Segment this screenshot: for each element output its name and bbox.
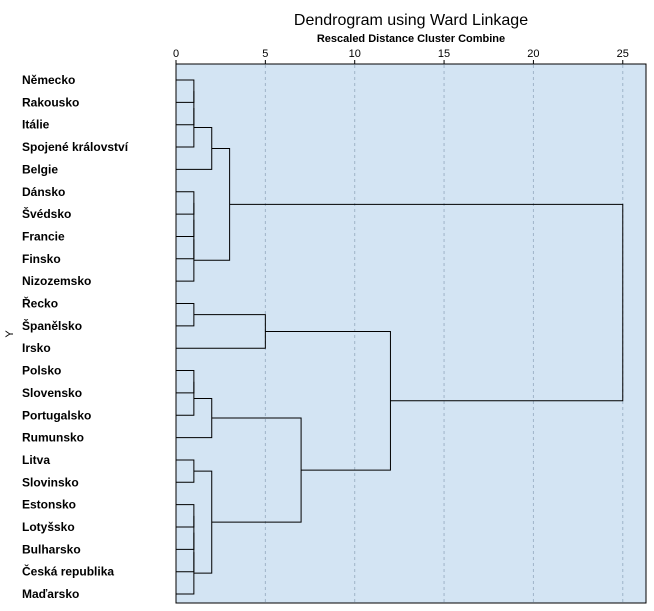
leaf-label-3: Spojené království (22, 140, 129, 154)
leaf-label-11: Španělsko (22, 318, 82, 333)
plot-area (175, 63, 647, 604)
leaf-label-12: Irsko (22, 341, 51, 355)
leaf-label-23: Maďarsko (22, 587, 79, 601)
x-tick-label-0: 0 (173, 48, 179, 60)
link-c7 (176, 239, 195, 282)
leaf-label-20: Lotyšsko (22, 520, 75, 534)
leaf-label-17: Litva (22, 453, 50, 467)
x-tick-label-4: 20 (527, 48, 539, 60)
leaf-label-7: Francie (22, 229, 65, 243)
leaf-label-22: Česká republika (22, 564, 114, 579)
link-c23 (229, 203, 624, 402)
leaf-label-9: Nizozemsko (22, 274, 91, 288)
link-c20 (193, 470, 213, 574)
link-c9 (193, 147, 231, 261)
chart-title: Dendrogram using Ward Linkage (294, 12, 528, 29)
leaf-label-15: Portugalsko (22, 408, 91, 422)
x-tick-label-2: 10 (349, 48, 361, 60)
leaf-label-18: Slovinsko (22, 475, 79, 489)
link-c14 (176, 397, 213, 439)
leaf-label-10: Řecko (22, 296, 58, 311)
dendrogram-links (176, 79, 624, 595)
link-c8 (176, 126, 213, 170)
x-axis: 0 5 10 15 20 25 (173, 48, 629, 64)
x-tick-label-1: 5 (262, 48, 268, 60)
leaf-label-0: Německo (22, 73, 75, 87)
leaf-label-4: Belgie (22, 162, 58, 176)
leaf-label-6: Švédsko (22, 206, 71, 221)
leaf-labels: Německo Rakousko Itálie Spojené království B… (22, 73, 129, 601)
x-tick-label-5: 25 (617, 48, 629, 60)
link-c21 (211, 417, 302, 523)
leaf-label-16: Rumunsko (22, 431, 84, 445)
leaf-label-14: Slovensko (22, 386, 82, 400)
leaf-label-19: Estonsko (22, 498, 76, 512)
leaf-label-1: Rakousko (22, 95, 79, 109)
y-axis-label: Y (4, 330, 16, 338)
link-c19 (176, 552, 195, 595)
link-c3 (176, 107, 195, 148)
link-c13 (176, 381, 195, 416)
leaf-label-21: Bulharsko (22, 542, 81, 556)
leaf-label-2: Itálie (22, 118, 50, 132)
leaf-label-8: Finsko (22, 252, 61, 266)
leaf-label-5: Dánsko (22, 185, 65, 199)
chart-subtitle: Rescaled Distance Cluster Combine (317, 33, 505, 45)
leaf-label-13: Polsko (22, 364, 61, 378)
x-tick-label-3: 15 (438, 48, 450, 60)
